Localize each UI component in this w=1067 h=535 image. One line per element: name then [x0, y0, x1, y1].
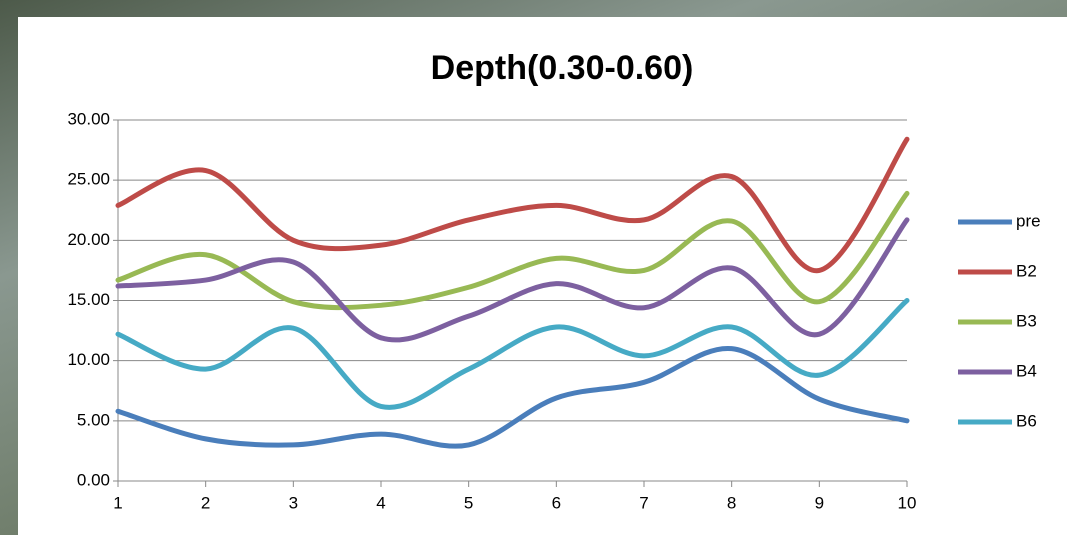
chart: Depth(0.30-0.60) 0.00 5.00 10.00 15.00 20.00…: [0, 0, 1067, 535]
y-tick-label: 0.00: [77, 470, 110, 489]
y-tick-label: 15.00: [67, 290, 110, 309]
y-tick-label: 25.00: [67, 170, 110, 189]
x-tick-label: 10: [898, 493, 917, 512]
x-tick-label: 1: [113, 493, 122, 512]
y-tick-label: 20.00: [67, 230, 110, 249]
x-tick-label: 4: [376, 493, 385, 512]
legend-label: B6: [1016, 411, 1037, 430]
x-tick-label: 3: [289, 493, 298, 512]
x-tick-label: 6: [552, 493, 561, 512]
x-tick-label: 8: [727, 493, 736, 512]
x-tick-label: 7: [639, 493, 648, 512]
series-line: [118, 139, 907, 270]
legend-label: pre: [1016, 211, 1041, 230]
x-tick-label: 9: [815, 493, 824, 512]
page: Depth(0.30-0.60) 0.00 5.00 10.00 15.00 20.00…: [0, 0, 1067, 535]
y-tick-label: 5.00: [77, 410, 110, 429]
legend-label: B2: [1016, 261, 1037, 280]
legend-label: B4: [1016, 361, 1037, 380]
legend-label: B3: [1016, 311, 1037, 330]
y-tick-label: 30.00: [67, 109, 110, 128]
x-tick-label: 5: [464, 493, 473, 512]
y-tick-label: 10.00: [67, 350, 110, 369]
x-tick-label: 2: [201, 493, 210, 512]
chart-title: Depth(0.30-0.60): [431, 49, 694, 87]
